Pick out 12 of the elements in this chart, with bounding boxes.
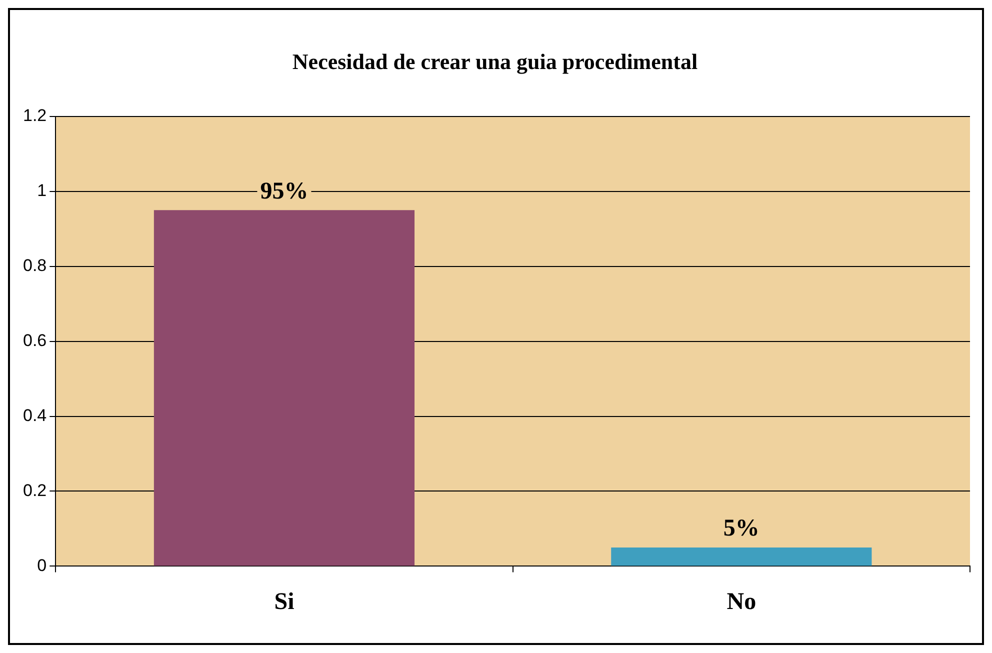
y-tick-label: 1.2 <box>22 106 47 126</box>
y-tick-label: 1 <box>37 181 47 200</box>
y-tick-label: 0.2 <box>22 480 47 500</box>
chart-title: Necesidad de crear una guia procedimental <box>292 48 698 74</box>
y-tick-label: 0 <box>37 556 47 575</box>
data-label: 5% <box>723 516 760 542</box>
y-tick-label: 0.4 <box>22 406 47 425</box>
x-tick-label: Si <box>274 588 295 615</box>
x-tick-label: No <box>726 588 756 615</box>
data-label: 95% <box>260 178 308 204</box>
y-tick-label: 0.6 <box>22 330 47 350</box>
y-tick-label: 0.8 <box>22 256 47 276</box>
